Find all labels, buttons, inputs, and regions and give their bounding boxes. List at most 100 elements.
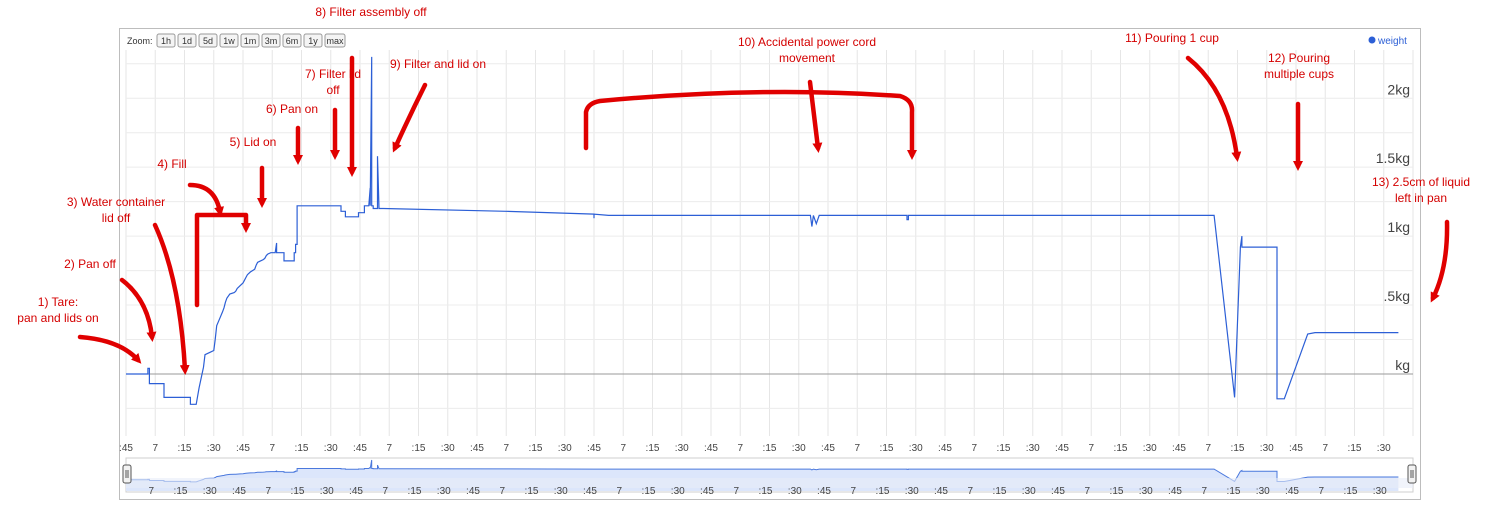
zoom-button-3m[interactable]: 3m	[261, 33, 281, 48]
annotation-arrow	[392, 82, 428, 153]
navigator-tick-label: :15	[291, 486, 305, 497]
navigator-tick-label: :45	[817, 486, 831, 497]
annotations: 1) Tare: pan and lids on 2) Pan off 3) Wate…	[17, 5, 1470, 325]
x-tick-label: 7	[1088, 443, 1094, 454]
zoom-bar: Zoom: 1h 1d 5d 1w 1m 3m 6m 1y max	[127, 33, 346, 48]
x-tick-label: 7	[971, 443, 977, 454]
series-line-weight	[126, 56, 1399, 405]
series-weight	[126, 56, 1399, 405]
zoom-button-bg	[156, 33, 176, 48]
navigator[interactable]: 7 :15 :30 :45 7 :15 :30 :45 7 :15 :30 :45 7 :15 :30 :45…	[122, 457, 1417, 497]
zoom-button-label: 3m	[265, 36, 278, 46]
x-tick-label: 7	[620, 443, 626, 454]
zoom-button-1y[interactable]: 1y	[303, 33, 323, 48]
navigator-left-handle[interactable]	[122, 464, 132, 484]
annotation-arrow	[1430, 219, 1450, 303]
navigator-right-handle[interactable]	[1407, 464, 1417, 484]
x-tick-label: :30	[1143, 443, 1157, 454]
x-tick-label: :30	[1377, 443, 1391, 454]
annotation-11-line-1: 11) Pouring 1 cup	[1125, 31, 1219, 45]
grid	[125, 50, 1414, 436]
annotation-10-line-1: 10) Accidental power cord	[738, 35, 876, 49]
x-tick-label: :15	[880, 443, 894, 454]
navigator-tick-label: :30	[1022, 486, 1036, 497]
zoom-button-5d[interactable]: 5d	[198, 33, 218, 48]
x-tick-label: :30	[909, 443, 923, 454]
x-tick-label: :30	[441, 443, 455, 454]
navigator-tick-label: :45	[1285, 486, 1299, 497]
x-tick-label: 7	[1205, 443, 1211, 454]
annotation-arrow	[119, 277, 157, 342]
navigator-tick-label: :30	[320, 486, 334, 497]
navigator-tick-label: :15	[642, 486, 656, 497]
x-tick-label: :30	[1026, 443, 1040, 454]
zoom-label: Zoom:	[127, 36, 153, 46]
navigator-mask	[126, 478, 1413, 488]
zoom-button-bg	[324, 33, 346, 48]
navigator-tick-label: 7	[967, 486, 973, 497]
zoom-button-bg	[261, 33, 281, 48]
zoom-button-label: 1d	[182, 36, 192, 46]
navigator-tick-label: :45	[1051, 486, 1065, 497]
annotation-12-line-1: 12) Pouring	[1268, 51, 1330, 65]
annotation-arrow	[152, 222, 190, 375]
x-tick-label: :15	[1231, 443, 1245, 454]
x-tick-label: 7	[854, 443, 860, 454]
y-tick-label: 1kg	[1387, 219, 1410, 235]
annotation-7-line-1: 7) Filter lid	[305, 67, 361, 81]
handle-body	[122, 464, 132, 484]
navigator-tick-label: :30	[671, 486, 685, 497]
handle-body	[1407, 464, 1417, 484]
y-tick-label: 1.5kg	[1376, 150, 1410, 166]
zoom-button-max[interactable]: max	[324, 33, 346, 48]
navigator-tick-label: :45	[700, 486, 714, 497]
x-tick-label: :15	[412, 443, 426, 454]
zoom-button-bg	[282, 33, 302, 48]
legend[interactable]: weight	[1368, 36, 1408, 47]
annotation-1-line-1: 1) Tare:	[38, 295, 78, 309]
zoom-button-1w[interactable]: 1w	[219, 33, 239, 48]
zoom-button-label: 1y	[308, 36, 318, 46]
x-tick-label: :15	[1114, 443, 1128, 454]
annotation-arrows	[77, 55, 1450, 375]
x-tick-label: :15	[646, 443, 660, 454]
zoom-button-label: 6m	[286, 36, 299, 46]
x-tick-label: :30	[324, 443, 338, 454]
zoom-button-1d[interactable]: 1d	[177, 33, 197, 48]
x-tick-label: :30	[207, 443, 221, 454]
x-tick-label: :45	[1289, 443, 1303, 454]
zoom-button-1h[interactable]: 1h	[156, 33, 176, 48]
annotation-3-line-2: lid off	[102, 211, 131, 225]
navigator-tick-label: :30	[1373, 486, 1387, 497]
annotation-5-line-1: 5) Lid on	[230, 135, 277, 149]
navigator-tick-label: :15	[1344, 486, 1358, 497]
navigator-tick-label: 7	[733, 486, 739, 497]
navigator-tick-label: 7	[1318, 486, 1324, 497]
x-tick-label: :45	[353, 443, 367, 454]
x-tick-label: :45	[1055, 443, 1069, 454]
zoom-button-bg	[219, 33, 239, 48]
zoom-button-1m[interactable]: 1m	[240, 33, 260, 48]
navigator-tick-label: :15	[174, 486, 188, 497]
zoom-button-6m[interactable]: 6m	[282, 33, 302, 48]
navigator-tick-label: :45	[583, 486, 597, 497]
navigator-tick-label: :15	[1110, 486, 1124, 497]
navigator-tick-label: :30	[1256, 486, 1270, 497]
annotation-arrow	[194, 212, 251, 308]
navigator-tick-label: 7	[382, 486, 388, 497]
zoom-button-bg	[198, 33, 218, 48]
annotation-13-line-1: 13) 2.5cm of liquid	[1372, 175, 1470, 189]
navigator-tick-label: :30	[788, 486, 802, 497]
annotation-arrow	[583, 89, 917, 160]
navigator-tick-label: :45	[934, 486, 948, 497]
x-tick-label: 7	[269, 443, 275, 454]
navigator-tick-label: :15	[408, 486, 422, 497]
zoom-button-bg	[177, 33, 197, 48]
annotation-12-line-2: multiple cups	[1264, 67, 1334, 81]
x-tick-label: :45	[587, 443, 601, 454]
x-tick-label: 7	[503, 443, 509, 454]
annotation-1-line-2: pan and lids on	[17, 311, 98, 325]
navigator-tick-label: 7	[1084, 486, 1090, 497]
zoom-button-bg	[240, 33, 260, 48]
annotation-7-line-2: off	[326, 83, 340, 97]
